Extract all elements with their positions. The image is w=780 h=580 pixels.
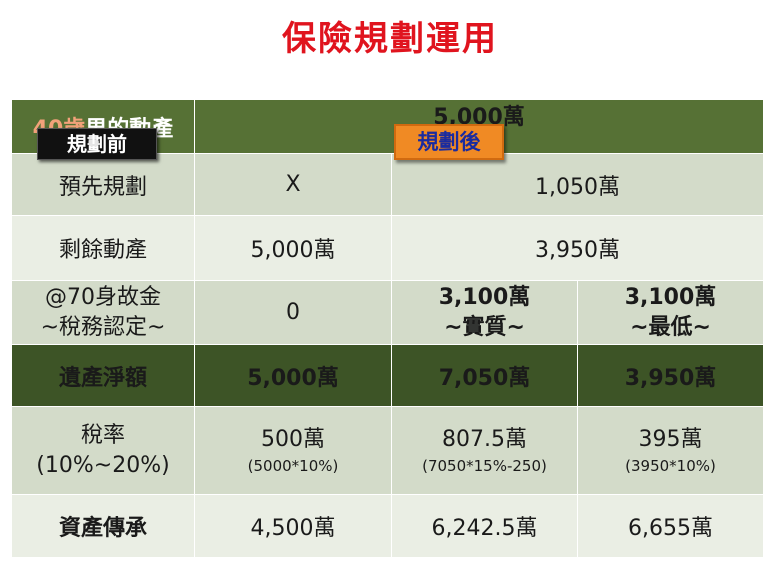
inheritance-min: 6,655萬	[576, 494, 765, 558]
deemed-label-line2: ~稅務認定~	[40, 314, 166, 340]
tax-real-value: 807.5萬	[442, 426, 527, 452]
row-label-remaining: 剩餘動產	[11, 215, 195, 281]
net-estate-min: 3,950萬	[576, 344, 765, 407]
preplan-before: X	[194, 153, 392, 216]
tax-before-formula: (5000*10%)	[247, 456, 339, 475]
table-row-preplan: 預先規劃 X 1,050萬	[11, 153, 765, 216]
tax-min-value: 395萬	[638, 426, 703, 452]
deemed-real-cell: 3,100萬 ~實質~	[391, 280, 578, 345]
inheritance-before: 4,500萬	[194, 494, 392, 558]
net-estate-before: 5,000萬	[194, 344, 392, 407]
tax-label-line2: (10%~20%)	[36, 452, 170, 478]
page-title: 保險規劃運用	[282, 19, 498, 59]
tax-real-formula: (7050*15%-250)	[422, 456, 547, 475]
deemed-min-note: ~最低~	[630, 314, 711, 340]
table-row-remaining: 剩餘動產 5,000萬 3,950萬	[11, 215, 765, 281]
remaining-after: 3,950萬	[390, 215, 765, 281]
tax-before-cell: 500萬 (5000*10%)	[194, 406, 392, 495]
row-label-preplan: 預先規劃	[11, 153, 195, 216]
deemed-min-cell: 3,100萬 ~最低~	[576, 280, 765, 345]
preplan-after: 1,050萬	[390, 153, 765, 216]
deemed-min-value: 3,100萬	[624, 284, 717, 310]
table-row-inheritance: 資產傳承 4,500萬 6,242.5萬 6,655萬	[11, 494, 765, 558]
table-row-deemed: @70身故金 ~稅務認定~ 0 3,100萬 ~實質~ 3,100萬 ~最低~	[11, 280, 765, 345]
table-row-net-estate: 遺產淨額 5,000萬 7,050萬 3,950萬	[11, 344, 765, 407]
net-estate-real: 7,050萬	[391, 344, 578, 407]
tax-before-value: 500萬	[261, 426, 325, 452]
tax-min-cell: 395萬 (3950*10%)	[576, 406, 765, 495]
table-header-row: 40歲男的動產 5,000萬 規劃前	[11, 99, 765, 160]
tax-label-line1: 稅率	[80, 422, 125, 448]
row-label-deemed: @70身故金 ~稅務認定~	[11, 280, 195, 345]
tag-after-planning: 規劃後	[394, 124, 504, 160]
inheritance-real: 6,242.5萬	[391, 494, 578, 558]
tax-real-cell: 807.5萬 (7050*15%-250)	[391, 406, 578, 495]
insurance-plan-table: 40歲男的動產 5,000萬 規劃前 預先規劃 X 1,050萬 剩餘動產 5,…	[11, 99, 765, 558]
deemed-before: 0	[194, 280, 392, 345]
remaining-before: 5,000萬	[194, 215, 392, 281]
deemed-real-value: 3,100萬	[438, 284, 531, 310]
deemed-label-line1: @70身故金	[45, 284, 161, 310]
table-row-tax: 稅率 (10%~20%) 500萬 (5000*10%) 807.5萬 (705…	[11, 406, 765, 495]
tax-min-formula: (3950*10%)	[625, 456, 716, 475]
row-label-net-estate: 遺產淨額	[11, 344, 195, 407]
tag-before-planning: 規劃前	[37, 128, 157, 160]
row-label-tax: 稅率 (10%~20%)	[11, 406, 195, 495]
deemed-real-note: ~實質~	[444, 314, 525, 340]
row-label-inheritance: 資產傳承	[11, 494, 195, 558]
